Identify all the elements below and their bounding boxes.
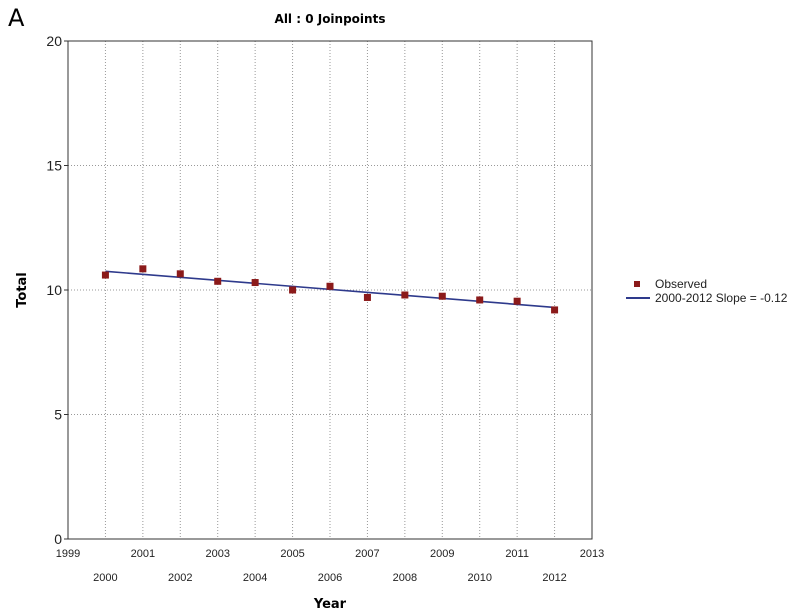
x-tick-label: 2000: [93, 572, 117, 584]
observed-point: [363, 293, 371, 301]
x-tick-label: 2009: [430, 548, 454, 560]
observed-point: [214, 277, 222, 285]
y-tick-label: 5: [54, 407, 62, 423]
observed-point: [401, 291, 409, 299]
legend-marker-observed: [634, 281, 640, 287]
y-tick-label: 20: [46, 33, 62, 49]
legend-label: 2000-2012 Slope = -0.12: [655, 291, 788, 305]
observed-point: [251, 279, 259, 287]
x-tick-label: 2013: [580, 548, 604, 560]
x-tick-label: 2007: [355, 548, 379, 560]
x-tick-label: 2011: [505, 548, 529, 560]
x-tick-label: 2005: [280, 548, 304, 560]
legend-label: Observed: [655, 277, 707, 291]
x-tick-label: 2006: [318, 572, 342, 584]
observed-point: [139, 265, 147, 273]
y-tick-label: 0: [54, 531, 62, 547]
x-tick-label: 2012: [542, 572, 566, 584]
x-tick-label: 2008: [393, 572, 417, 584]
y-axis-title: Total: [15, 272, 30, 308]
x-tick-label: 2001: [131, 548, 155, 560]
observed-point: [438, 292, 446, 300]
x-axis-ticks: 1999 2001 2003 2005 2007 2009 2011 2013 2000 2002…: [56, 548, 604, 584]
y-axis-ticks: 0 5 10 15 20: [46, 33, 68, 547]
chart-title: All : 0 Joinpoints: [275, 12, 386, 26]
observed-point: [513, 297, 521, 305]
x-tick-label: 2010: [467, 572, 491, 584]
y-tick-label: 10: [46, 282, 62, 298]
y-tick-label: 15: [46, 158, 62, 174]
observed-point: [176, 270, 184, 278]
x-tick-label: 2002: [168, 572, 192, 584]
panel-label: A: [8, 4, 25, 32]
series: [101, 265, 559, 314]
observed-point: [476, 296, 484, 304]
x-axis-title: Year: [313, 597, 347, 612]
x-tick-label: 2003: [205, 548, 229, 560]
observed-point: [551, 306, 559, 314]
observed-point: [289, 286, 297, 294]
x-tick-label: 2004: [243, 572, 267, 584]
observed-point: [326, 282, 334, 290]
x-tick-label: 1999: [56, 548, 80, 560]
observed-point: [101, 271, 109, 279]
